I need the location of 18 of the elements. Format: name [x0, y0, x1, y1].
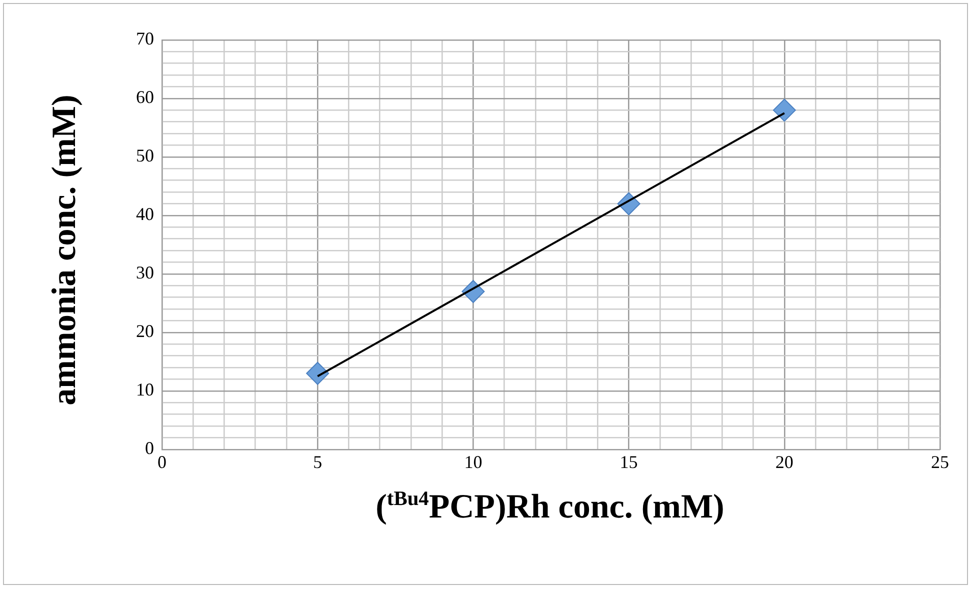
y-tick-label: 0: [145, 438, 154, 458]
x-tick-label: 10: [464, 452, 482, 472]
point: [772, 98, 796, 122]
y-tick-label: 30: [136, 262, 154, 283]
y-tick-label: 60: [136, 87, 154, 108]
y-tick-label: 70: [136, 28, 154, 49]
y-tick-label: 40: [136, 204, 154, 224]
point: [306, 362, 330, 385]
x-tick-label: 5: [313, 452, 322, 472]
y-tick-label: 10: [136, 380, 154, 400]
x-tick-label: 20: [775, 452, 794, 472]
x-axis-title: ($^{tBu4}$PCP)Rh conc. (mM): [374, 488, 726, 526]
x-tick-label: 0: [158, 452, 166, 472]
x-tick-label: 15: [620, 452, 638, 472]
y-axis-title: ammonia conc. (mM): [46, 94, 84, 406]
x-tick-label: 25: [931, 452, 949, 472]
y-tick-label: 20: [136, 321, 154, 342]
y-tick-label: 50: [136, 146, 154, 166]
